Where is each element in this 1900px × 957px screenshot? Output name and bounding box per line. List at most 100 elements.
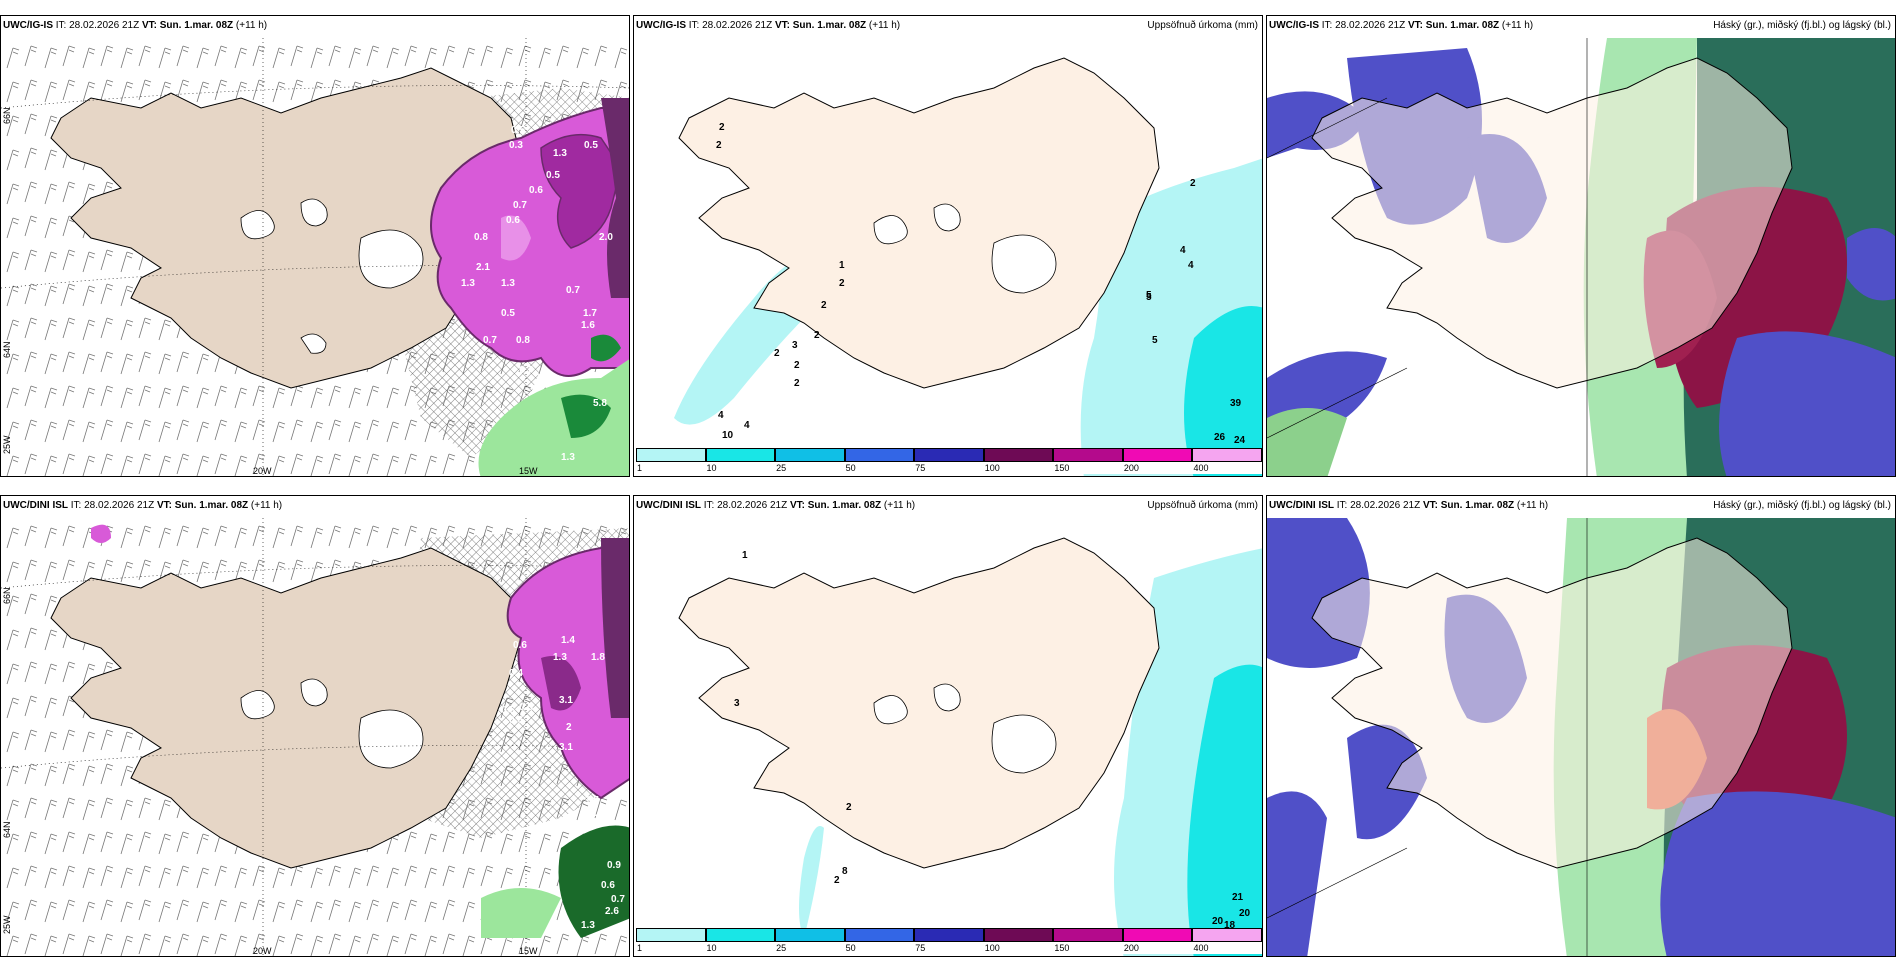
map-value-label: 0.5: [546, 170, 560, 181]
map-value-label: 2: [1190, 178, 1196, 189]
map-value-label: 0.5: [549, 375, 563, 386]
model-name: UWC/DINI ISL: [3, 500, 68, 511]
model-name: UWC/IG-IS: [1269, 20, 1319, 31]
lat-label-64n: 64N: [2, 341, 12, 358]
map-value-label: 1.3: [501, 278, 515, 289]
map-value-label: 2: [834, 875, 840, 886]
colorbar-swatch: [1053, 928, 1123, 942]
wind-snow-map: 0.6 1.41.3 1.80.40.5 0.50.63.123.11.51.60.9…: [1, 518, 629, 956]
map-value-label: 2: [794, 378, 800, 389]
map-value-label: 1.6: [581, 320, 595, 331]
vt-label: VT:: [1422, 500, 1438, 511]
init-time: 28.02.2026 21Z: [84, 500, 155, 511]
map-value-label: 0.6: [601, 880, 615, 891]
colorbar-tick: 75: [915, 463, 926, 473]
valid-time: Sun. 1.mar. 08Z: [792, 20, 867, 31]
it-label: IT:: [1321, 20, 1333, 31]
map-value-label: 1.4: [561, 635, 575, 646]
map-value-label: 4: [718, 410, 724, 421]
panel-header: UWC/IG-IS IT: 28.02.2026 21Z VT: Sun. 1.…: [1267, 16, 1895, 38]
map-value-label: 2.1: [476, 262, 490, 273]
colorbar-swatch: [844, 928, 915, 942]
colorbar-swatch: [775, 448, 845, 462]
colorbar-tick: 10: [706, 463, 717, 473]
map-value-label: 0.8: [516, 335, 530, 346]
lon-label-15w: 15W: [519, 466, 538, 476]
map-value-label: 0.6: [506, 215, 520, 226]
map-value-label: 1.3: [461, 278, 475, 289]
colorbar-swatch: [1122, 448, 1193, 462]
map-value-label: 1: [742, 550, 748, 561]
colorbar-tick: 50: [845, 943, 856, 953]
colorbar-tick: 1: [637, 943, 643, 953]
map-value-label: 5: [1146, 290, 1152, 301]
colorbar-swatch: [1192, 928, 1262, 942]
map-value-label: 3.1: [559, 742, 573, 753]
model-name: UWC/DINI ISL: [1269, 500, 1334, 511]
model-name: UWC/DINI ISL: [636, 500, 701, 511]
map-value-label: 2.0: [599, 232, 613, 243]
map-value-label: 0.5: [511, 125, 525, 136]
lon-label-20w: 20W: [253, 946, 272, 956]
map-value-label: 1.3: [553, 148, 567, 159]
lead-time: (+11 h): [883, 500, 916, 511]
map-value-label: 3: [792, 340, 798, 351]
map-value-label: 0.7: [519, 365, 533, 376]
panel-header: UWC/IG-IS IT: 28.02.2026 21Z VT: Sun. 1.…: [634, 16, 1262, 38]
map-value-label: 2: [566, 722, 572, 733]
colorbar-swatch: [914, 928, 984, 942]
field-title: Uppsöfnuð úrkoma (mm): [1147, 500, 1258, 511]
map-value-label: 1.8: [591, 652, 605, 663]
init-time: 28.02.2026 21Z: [69, 20, 140, 31]
field-title: Háský (gr.), miðský (fj.bl.) og lágský (…: [1713, 500, 1891, 511]
panel-top-precip: UWC/IG-IS IT: 28.02.2026 21Z VT: Sun. 1.…: [633, 15, 1263, 477]
map-value-label: 0.6: [513, 640, 527, 651]
colorbar-tick: 200: [1123, 463, 1139, 473]
map-value-label: 1.7: [583, 308, 597, 319]
colorbar-swatch: [844, 448, 915, 462]
map-value-label: 1.3: [581, 920, 595, 931]
cloud-map: [1267, 38, 1895, 476]
panel-bottom-wind: UWC/DINI ISL IT: 28.02.2026 21Z VT: Sun.…: [0, 495, 630, 957]
map-value-label: 5.8: [593, 398, 607, 409]
colorbar-swatch: [983, 928, 1054, 942]
iceland-land: [50, 67, 522, 389]
colorbar-swatch: [636, 448, 706, 462]
map-value-label: 0.7: [483, 335, 497, 346]
map-value-label: 21: [1232, 892, 1244, 903]
colorbar-tick: 200: [1123, 943, 1139, 953]
panel-top-clouds: UWC/IG-IS IT: 28.02.2026 21Z VT: Sun. 1.…: [1266, 15, 1896, 477]
colorbar-swatch: [1053, 448, 1123, 462]
model-name: UWC/IG-IS: [3, 20, 53, 31]
valid-time: Sun. 1.mar. 08Z: [1425, 20, 1500, 31]
valid-time: Sun. 1.mar. 08Z: [807, 500, 882, 511]
map-value-label: 0.8: [474, 232, 488, 243]
valid-time: Sun. 1.mar. 08Z: [159, 20, 234, 31]
colorbar-swatch: [705, 448, 776, 462]
it-label: IT:: [70, 500, 82, 511]
colorbar-tick: 150: [1054, 463, 1070, 473]
map-value-label: 4: [744, 420, 750, 431]
map-value-label: 2: [821, 300, 827, 311]
map-value-label: 2: [774, 348, 780, 359]
vt-label: VT:: [156, 500, 172, 511]
panel-bottom-clouds: UWC/DINI ISL IT: 28.02.2026 21Z VT: Sun.…: [1266, 495, 1896, 957]
panel-header: UWC/DINI ISL IT: 28.02.2026 21Z VT: Sun.…: [1267, 496, 1895, 518]
init-time: 28.02.2026 21Z: [1335, 20, 1406, 31]
colorbar-tick: 100: [984, 463, 1000, 473]
lead-time: (+11 h): [1501, 20, 1534, 31]
map-value-label: 2.6: [605, 906, 619, 917]
map-value-label: 24: [1234, 435, 1246, 446]
colorbar-swatch: [1192, 448, 1262, 462]
map-value-label: 1: [839, 260, 845, 271]
colorbar: 1 10 25 50 75 100 150 200 400: [636, 448, 1262, 474]
wind-snow-map: 0.50.3 0.51.30.50.60.70.60.8 2.01.32.11.30…: [1, 38, 629, 476]
map-value-label: 0.6: [529, 185, 543, 196]
map-value-label: 2: [794, 360, 800, 371]
map-value-label: 5: [1152, 335, 1158, 346]
map-value-label: 0.3: [509, 140, 523, 151]
lead-time: (+11 h): [250, 500, 283, 511]
vt-label: VT:: [774, 20, 790, 31]
map-value-label: 1.5: [585, 795, 599, 806]
